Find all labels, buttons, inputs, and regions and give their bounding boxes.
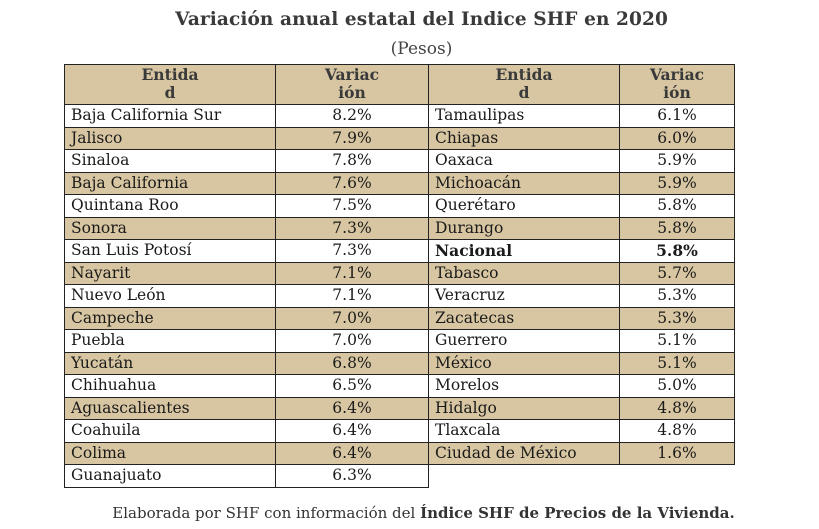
- state-name-cell: Coahuila: [64, 419, 276, 443]
- variation-value-cell: 5.9%: [619, 149, 735, 173]
- table-row: Baja California 7.6% Michoacán 5.9%: [64, 171, 735, 195]
- table-row: Sonora 7.3% Durango 5.8%: [64, 216, 735, 240]
- state-name-cell: Nuevo León: [64, 284, 276, 308]
- state-name-cell: Jalisco: [64, 126, 276, 150]
- variation-value-cell: 5.1%: [619, 329, 735, 353]
- variation-value-cell: 4.8%: [619, 396, 735, 420]
- table-row: Guanajuato 6.3%: [64, 464, 735, 488]
- variation-value-cell: 5.7%: [619, 261, 735, 285]
- header-entidad-right: Entidad: [428, 64, 620, 105]
- state-name-cell: Sonora: [64, 216, 276, 240]
- state-name-cell: Nayarit: [64, 261, 276, 285]
- variation-value-cell: 5.3%: [619, 284, 735, 308]
- state-name-cell: Oaxaca: [428, 149, 620, 173]
- table-row: Nayarit 7.1% Tabasco 5.7%: [64, 261, 735, 285]
- variation-value-cell: 6.3%: [275, 464, 429, 488]
- state-name-cell: Tabasco: [428, 261, 620, 285]
- variation-value-cell: 4.8%: [619, 419, 735, 443]
- variation-value-cell: 7.0%: [275, 329, 429, 353]
- table-row: Yucatán 6.8% México 5.1%: [64, 351, 735, 375]
- state-name-cell: Sinaloa: [64, 149, 276, 173]
- state-name-cell: Durango: [428, 216, 620, 240]
- variation-value-cell: 6.1%: [619, 104, 735, 128]
- state-name-cell: Yucatán: [64, 351, 276, 375]
- table-row: Campeche 7.0% Zacatecas 5.3%: [64, 306, 735, 330]
- empty-cell: [619, 464, 735, 487]
- state-name-cell: Ciudad de México: [428, 441, 620, 465]
- state-name-cell: Guanajuato: [64, 464, 276, 488]
- state-name-cell: San Luis Potosí: [64, 239, 276, 263]
- variation-value-cell: 6.4%: [275, 396, 429, 420]
- variation-value-cell: 5.9%: [619, 171, 735, 195]
- state-variation-table: Entidad Variación Entidad Variación Baja…: [64, 64, 735, 488]
- variation-value-cell: 1.6%: [619, 441, 735, 465]
- source-note-bold: Índice SHF de Precios de la Vivienda.: [420, 504, 735, 522]
- header-entidad-left: Entidad: [64, 64, 276, 105]
- table-row: Aguascalientes 6.4% Hidalgo 4.8%: [64, 396, 735, 420]
- variation-value-cell: 8.2%: [275, 104, 429, 128]
- variation-value-cell: 7.1%: [275, 261, 429, 285]
- state-name-cell: Baja California: [64, 171, 276, 195]
- state-name-cell: Aguascalientes: [64, 396, 276, 420]
- header-variacion-left: Variación: [275, 64, 429, 105]
- table-row: Sinaloa 7.8% Oaxaca 5.9%: [64, 149, 735, 173]
- variation-value-cell: 6.4%: [275, 419, 429, 443]
- variation-value-cell: 7.1%: [275, 284, 429, 308]
- table-title: Variación anual estatal del Indice SHF e…: [175, 9, 668, 30]
- table-row: Puebla 7.0% Guerrero 5.1%: [64, 329, 735, 353]
- state-name-cell: Michoacán: [428, 171, 620, 195]
- state-name-cell: Chihuahua: [64, 374, 276, 398]
- variation-value-cell: 7.5%: [275, 194, 429, 218]
- state-name-cell: Zacatecas: [428, 306, 620, 330]
- table-row: San Luis Potosí 7.3% Nacional 5.8%: [64, 239, 735, 263]
- source-note-prefix: Elaborada por SHF con información del: [112, 504, 421, 522]
- state-name-cell: Veracruz: [428, 284, 620, 308]
- variation-value-cell: 6.5%: [275, 374, 429, 398]
- variation-value-cell: 7.9%: [275, 126, 429, 150]
- variation-value-cell: 7.0%: [275, 306, 429, 330]
- state-name-cell: Puebla: [64, 329, 276, 353]
- table-row: Nuevo León 7.1% Veracruz 5.3%: [64, 284, 735, 308]
- table-subtitle: (Pesos): [390, 39, 453, 59]
- variation-value-cell: 7.3%: [275, 239, 429, 263]
- table-row: Quintana Roo 7.5% Querétaro 5.8%: [64, 194, 735, 218]
- table-row: Colima 6.4% Ciudad de México 1.6%: [64, 441, 735, 465]
- variation-value-cell: 7.8%: [275, 149, 429, 173]
- table-row: Chihuahua 6.5% Morelos 5.0%: [64, 374, 735, 398]
- variation-value-cell: 5.0%: [619, 374, 735, 398]
- variation-value-cell: 7.6%: [275, 171, 429, 195]
- variation-value-cell: 5.8%: [619, 194, 735, 218]
- variation-value-cell: 7.3%: [275, 216, 429, 240]
- variation-value-cell: 5.3%: [619, 306, 735, 330]
- header-variacion-right: Variación: [619, 64, 735, 105]
- state-name-cell: Nacional: [428, 239, 620, 263]
- state-name-cell: Campeche: [64, 306, 276, 330]
- source-note: Elaborada por SHF con información del Ín…: [0, 504, 819, 522]
- variation-value-cell: 5.8%: [619, 216, 735, 240]
- state-name-cell: Tamaulipas: [428, 104, 620, 128]
- table-row: Jalisco 7.9% Chiapas 6.0%: [64, 126, 735, 150]
- variation-value-cell: 6.4%: [275, 441, 429, 465]
- table-row: Baja California Sur 8.2% Tamaulipas 6.1%: [64, 104, 735, 128]
- state-name-cell: Chiapas: [428, 126, 620, 150]
- state-name-cell: Quintana Roo: [64, 194, 276, 218]
- table-row: Coahuila 6.4% Tlaxcala 4.8%: [64, 419, 735, 443]
- state-name-cell: Morelos: [428, 374, 620, 398]
- variation-value-cell: 5.8%: [619, 239, 735, 263]
- empty-cell: [428, 464, 620, 487]
- state-name-cell: Querétaro: [428, 194, 620, 218]
- variation-value-cell: 6.8%: [275, 351, 429, 375]
- variation-value-cell: 5.1%: [619, 351, 735, 375]
- state-name-cell: México: [428, 351, 620, 375]
- variation-value-cell: 6.0%: [619, 126, 735, 150]
- state-name-cell: Hidalgo: [428, 396, 620, 420]
- state-name-cell: Guerrero: [428, 329, 620, 353]
- state-name-cell: Colima: [64, 441, 276, 465]
- state-name-cell: Baja California Sur: [64, 104, 276, 128]
- state-name-cell: Tlaxcala: [428, 419, 620, 443]
- header-row: Entidad Variación Entidad Variación: [64, 64, 735, 105]
